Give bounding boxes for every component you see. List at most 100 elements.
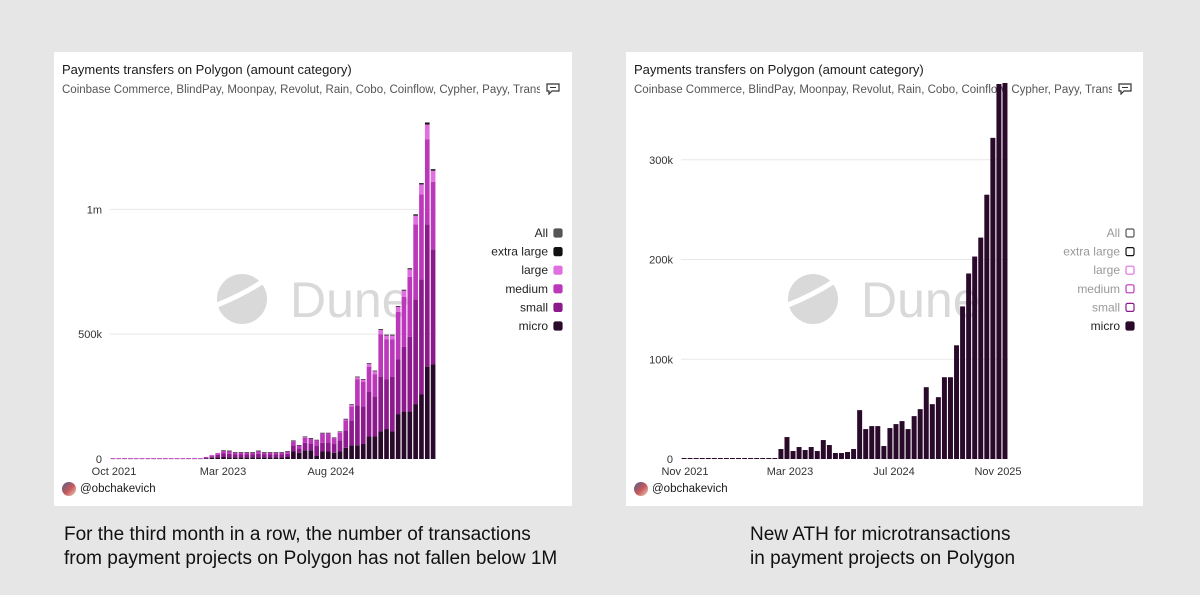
bar-micro [941,377,947,459]
bar-segment-large [407,269,413,277]
bar-segment-small [314,446,319,457]
chart-subtitle: Coinbase Commerce, BlindPay, Moonpay, Re… [634,84,1112,96]
bar-micro [760,458,766,459]
bar-segment-micro [331,452,337,459]
bar-segment-extra-large [378,329,384,330]
y-tick-label: 300k [649,155,673,167]
bar-micro [845,452,851,459]
bar-micro [772,458,778,459]
bar-segment-micro [337,451,343,459]
bar-segment-large [384,335,389,340]
bar-segment-micro [378,431,384,459]
bar-segment-extra-large [395,305,401,307]
bar-segment-small [221,453,226,457]
legend-label: micro [1091,319,1121,333]
x-tick-label: Jul 2024 [873,466,915,478]
x-tick-label: Oct 2021 [92,466,137,478]
author-byline[interactable]: @obchakevich [62,482,156,496]
comment-icon[interactable] [1118,83,1132,95]
bar-segment-small [244,454,250,458]
bar-segment-large [355,377,360,380]
bar-segment-small [267,454,273,458]
bar-segment-extra-large [261,452,267,453]
bar-segment-large [395,306,401,312]
bar-segment-large [168,458,174,459]
bar-segment-small [331,444,337,453]
legend-swatch [553,265,563,275]
bar-micro [705,458,711,459]
author-byline[interactable]: @obchakevich [634,482,728,496]
bar-segment-micro [407,411,413,459]
legend-label: large [1093,263,1120,277]
bar-micro [711,458,717,459]
legend-swatch [1125,321,1135,331]
watermark-text: Dune [290,272,410,328]
bar-segment-micro [430,364,436,459]
bar-segment-medium [424,139,430,225]
bar-segment-micro [419,394,424,459]
bar-micro [984,194,990,459]
bar-segment-large [139,458,145,459]
bar-segment-extra-large [279,452,285,453]
bar-segment-medium [261,452,267,455]
bar-segment-large [378,329,384,335]
chart-card-right: Payments transfers on Polygon (amount ca… [626,52,1143,506]
bar-micro [893,424,899,459]
bar-segment-micro [209,457,215,459]
bar-segment-small [250,454,255,458]
y-tick-label: 100k [649,354,673,366]
y-tick-label: 500k [78,329,102,341]
bar-segment-medium [221,451,226,454]
bar-segment-small [291,445,296,452]
chart-left-svg: Dune 0 500k 1m Oct 2021 Mar 2023 Aug 2024 All ex… [78,122,563,478]
bar-segment-micro [384,429,389,459]
bar-segment-large [401,290,407,297]
bar-segment-micro [227,457,232,459]
bar-micro [978,237,984,459]
legend-label: large [521,263,548,277]
legend-label: small [1092,300,1120,314]
bar-micro [966,273,972,459]
bar-micro [881,446,887,459]
bar-segment-extra-large [256,450,261,452]
bar-segment-micro [261,457,267,459]
watermark-logo-stroke [787,279,835,308]
bar-segment-large [192,458,197,459]
bar-segment-extra-large [273,452,279,453]
bar-micro [923,387,929,459]
legend-swatch [1125,228,1135,238]
bar-segment-medium [279,452,285,455]
bar-segment-medium [419,194,424,280]
legend-swatch [553,284,563,294]
legend-swatch [1125,284,1135,294]
legend-label: extra large [1063,245,1120,259]
y-tick-label: 0 [96,454,102,466]
y-tick-label: 200k [649,255,673,267]
chart-title: Payments transfers on Polygon (amount ca… [634,62,924,77]
bar-micro [742,458,748,459]
bar-segment-medium [325,434,331,443]
bar-segment-small [419,279,424,395]
bar-segment-large [203,456,209,458]
bar-micro [820,440,826,459]
bar-segment-medium [291,441,296,446]
bar-micro [790,451,796,459]
bar-micro [832,453,838,459]
comment-icon[interactable] [546,83,560,95]
chart-subtitle: Coinbase Commerce, BlindPay, Moonpay, Re… [62,84,540,96]
bar-micro [826,445,832,459]
bar-micro [905,429,911,459]
legend-swatch [553,228,563,238]
bar-segment-medium [232,452,238,455]
bar-segment-medium [349,406,354,421]
bar-segment-large [343,419,349,421]
bar-segment-large [110,458,116,459]
bar-micro [717,458,723,459]
bar-micro [796,447,802,459]
bar-segment-large [209,455,215,456]
bar-segment-small [349,420,354,446]
bar-segment-extra-large [384,334,389,336]
bar-segment-micro [302,450,308,459]
bar-micro [917,409,923,459]
bar-segment-medium [360,381,366,407]
